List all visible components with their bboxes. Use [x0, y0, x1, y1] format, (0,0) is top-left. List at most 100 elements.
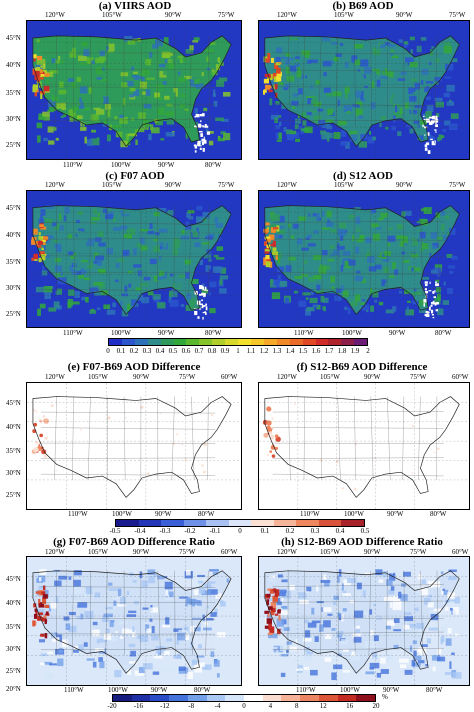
colorbar-segment — [186, 339, 200, 345]
map-graphic — [27, 191, 241, 327]
colorbar-segment — [318, 520, 342, 526]
c-top-tick: 120°W — [45, 181, 65, 189]
colorbar-segment — [273, 520, 297, 526]
colorbar-tick-label: -0.1 — [209, 527, 221, 535]
colorbar-segment — [281, 695, 301, 701]
colorbar-segment — [356, 695, 376, 701]
colorbar-segment — [354, 339, 368, 345]
map-panel-c — [26, 190, 242, 328]
colorbar-segment — [315, 339, 329, 345]
c-lat-tick: 45°N — [6, 204, 21, 212]
colorbar-segment — [206, 520, 229, 526]
colorbar-segment — [116, 520, 139, 526]
colorbar-segment — [134, 339, 148, 345]
colorbar-tick-label: 1 — [236, 347, 240, 355]
a-top-tick: 120°W — [45, 11, 65, 19]
map-graphic — [259, 557, 469, 685]
colorbar-tick-label: 0.5 — [168, 347, 178, 355]
colorbar-segment — [121, 339, 135, 345]
panel-e-title: (e) F07-B69 AOD Difference — [67, 361, 201, 373]
colorbar-segment — [318, 695, 338, 701]
g-lat-tick: 20°N — [6, 685, 21, 693]
panel-d-title: (d) S12 AOD — [333, 170, 393, 182]
g-bottom-tick: 100°W — [108, 686, 128, 694]
colorbar-segment — [251, 520, 274, 526]
panel-g-title: (g) F07-B69 AOD Difference Ratio — [53, 536, 215, 548]
colorbar-segment — [160, 339, 174, 345]
map-graphic — [259, 21, 469, 159]
f-bottom-tick: 90°W — [387, 510, 404, 518]
d-bottom-tick: 100°W — [342, 329, 362, 337]
colorbar-tick-label: 12 — [319, 702, 327, 710]
a-lat-tick: 35°N — [6, 89, 21, 97]
c-lat-tick: 35°N — [6, 258, 21, 266]
e-bottom-tick: 100°W — [112, 510, 132, 518]
colorbar-tick-label: 16 — [346, 702, 354, 710]
g-bottom-tick: 110°W — [64, 686, 84, 694]
d-bottom-tick: 80°W — [435, 329, 452, 337]
g-top-tick: 90°W — [133, 548, 150, 556]
map-graphic — [27, 21, 241, 159]
colorbar-tick-label: 1.9 — [350, 347, 360, 355]
c-bottom-tick: 80°W — [205, 329, 222, 337]
e-top-tick: 60°W — [221, 373, 238, 381]
colorbar-segment — [212, 339, 226, 345]
g-lat-tick: 45°N — [6, 575, 21, 583]
colorbar-segment — [300, 695, 319, 701]
map-panel-b — [258, 20, 470, 160]
h-top-tick: 105°W — [320, 548, 340, 556]
colorbar-segment — [183, 520, 207, 526]
colorbar-tick-label: 0.1 — [116, 347, 126, 355]
colorbar-segment — [199, 339, 213, 345]
colorbar-tick-label: 0.1 — [260, 527, 270, 535]
aod-colorbar — [108, 338, 368, 346]
g-bottom-tick: 80°W — [194, 686, 211, 694]
colorbar-segment — [173, 339, 187, 345]
colorbar-segment — [337, 695, 357, 701]
colorbar-tick-label: 1.2 — [259, 347, 269, 355]
ratio-colorbar-labels: -20 -16 -12 -8 -4 0 4 8 12 16 20 — [107, 702, 379, 712]
h-bottom-tick: 90°W — [383, 686, 400, 694]
panel-b-title: (b) B69 AOD — [332, 0, 394, 12]
h-bottom-tick: 110°W — [296, 686, 316, 694]
colorbar-segment — [238, 339, 251, 345]
h-top-tick: 60°W — [452, 548, 469, 556]
ratio-colorbar — [112, 694, 376, 702]
colorbar-segment — [250, 339, 264, 345]
colorbar-tick-label: 0.2 — [129, 347, 139, 355]
g-lat-tick: 30°N — [6, 645, 21, 653]
g-lat-tick: 25°N — [6, 667, 21, 675]
a-lat-tick: 25°N — [6, 141, 21, 149]
c-top-tick: 105°W — [102, 181, 122, 189]
panel-f-title: (f) S12-B69 AOD Difference — [296, 361, 428, 373]
colorbar-segment — [161, 520, 184, 526]
map-graphic — [259, 191, 469, 327]
colorbar-tick-label: 0.4 — [335, 527, 345, 535]
colorbar-tick-label: 0 — [242, 702, 246, 710]
f-top-tick: 120°W — [277, 373, 297, 381]
colorbar-segment — [263, 339, 277, 345]
colorbar-tick-label: 1.5 — [298, 347, 308, 355]
colorbar-segment — [225, 339, 239, 345]
colorbar-segment — [262, 695, 282, 701]
a-lat-tick: 40°N — [6, 61, 21, 69]
colorbar-segment — [169, 695, 188, 701]
f-top-tick: 60°W — [452, 373, 469, 381]
map-panel-f — [258, 382, 470, 510]
panel-a-title: (a) VIIRS AOD — [98, 0, 172, 12]
a-lat-tick: 30°N — [6, 115, 21, 123]
e-top-tick: 120°W — [45, 373, 65, 381]
a-bottom-tick: 100°W — [111, 161, 131, 169]
b-top-tick: 120°W — [277, 11, 297, 19]
f-top-tick: 105°W — [320, 373, 340, 381]
map-graphic — [27, 383, 241, 509]
c-lat-tick: 40°N — [6, 231, 21, 239]
colorbar-tick-label: 0.3 — [310, 527, 320, 535]
colorbar-segment — [276, 339, 290, 345]
c-lat-tick: 25°N — [6, 310, 21, 318]
f-bottom-tick: 100°W — [344, 510, 364, 518]
f-top-tick: 75°W — [410, 373, 427, 381]
colorbar-segment — [131, 695, 151, 701]
g-top-tick: 60°W — [221, 548, 238, 556]
colorbar-tick-label: 1.4 — [285, 347, 295, 355]
